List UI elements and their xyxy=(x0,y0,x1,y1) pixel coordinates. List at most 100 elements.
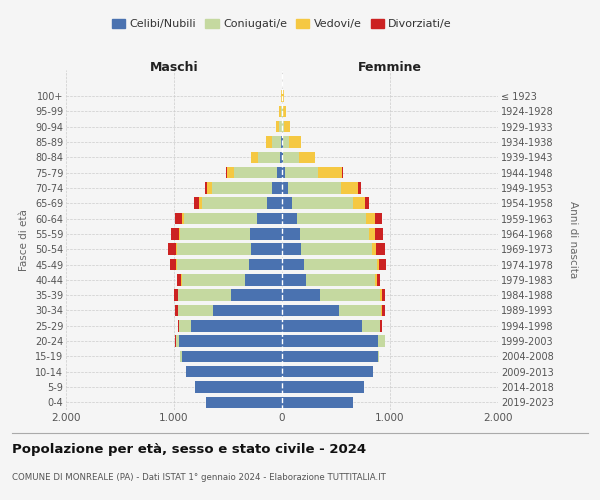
Bar xyxy=(382,304,385,316)
Bar xyxy=(179,228,180,239)
Bar xyxy=(181,274,182,285)
Bar xyxy=(282,274,307,285)
Bar xyxy=(231,290,282,301)
Bar xyxy=(282,396,353,408)
Bar xyxy=(181,350,182,362)
Bar xyxy=(202,198,268,209)
Bar xyxy=(300,228,369,239)
Bar xyxy=(372,244,376,255)
Bar xyxy=(365,198,369,209)
Bar xyxy=(182,213,184,224)
Y-axis label: Fasce di età: Fasce di età xyxy=(19,209,29,271)
Bar xyxy=(171,228,179,239)
Bar xyxy=(282,320,362,332)
Bar xyxy=(206,396,282,408)
Bar xyxy=(378,350,379,362)
Bar xyxy=(380,320,382,332)
Bar xyxy=(168,244,176,255)
Bar xyxy=(282,182,287,194)
Text: Maschi: Maschi xyxy=(149,61,199,74)
Bar xyxy=(284,121,290,132)
Bar xyxy=(251,152,259,163)
Bar xyxy=(378,336,385,347)
Bar xyxy=(282,167,285,178)
Bar xyxy=(182,274,245,285)
Bar xyxy=(272,136,281,147)
Bar xyxy=(282,290,320,301)
Bar xyxy=(301,244,372,255)
Bar xyxy=(178,304,213,316)
Bar xyxy=(176,259,177,270)
Bar xyxy=(283,152,299,163)
Bar xyxy=(266,136,272,147)
Bar xyxy=(177,274,181,285)
Bar xyxy=(339,304,382,316)
Bar xyxy=(282,213,297,224)
Text: Popolazione per età, sesso e stato civile - 2024: Popolazione per età, sesso e stato civil… xyxy=(12,442,366,456)
Bar xyxy=(184,213,257,224)
Bar xyxy=(282,304,339,316)
Bar xyxy=(177,259,248,270)
Bar xyxy=(281,136,282,147)
Bar xyxy=(282,244,301,255)
Bar xyxy=(170,259,176,270)
Bar xyxy=(282,228,300,239)
Bar xyxy=(175,304,178,316)
Bar xyxy=(272,182,282,194)
Bar xyxy=(186,366,282,378)
Bar xyxy=(318,167,342,178)
Bar xyxy=(199,198,202,209)
Bar xyxy=(366,213,374,224)
Bar xyxy=(358,182,361,194)
Bar xyxy=(280,152,282,163)
Bar xyxy=(178,320,179,332)
Bar xyxy=(282,382,364,393)
Bar xyxy=(377,274,380,285)
Bar xyxy=(292,198,353,209)
Bar xyxy=(212,182,272,194)
Bar xyxy=(175,213,182,224)
Bar xyxy=(320,290,380,301)
Bar xyxy=(176,336,179,347)
Bar xyxy=(341,182,358,194)
Bar xyxy=(179,320,191,332)
Bar xyxy=(282,259,304,270)
Bar xyxy=(227,167,234,178)
Bar xyxy=(251,244,282,255)
Bar xyxy=(194,198,199,209)
Bar xyxy=(248,259,282,270)
Bar xyxy=(226,167,227,178)
Bar xyxy=(282,121,284,132)
Bar xyxy=(376,244,385,255)
Bar xyxy=(289,136,301,147)
Text: Femmine: Femmine xyxy=(358,61,422,74)
Bar xyxy=(285,167,318,178)
Bar xyxy=(280,106,281,117)
Bar xyxy=(369,228,375,239)
Bar xyxy=(374,213,382,224)
Bar xyxy=(299,152,315,163)
Text: COMUNE DI MONREALE (PA) - Dati ISTAT 1° gennaio 2024 - Elaborazione TUTTITALIA.I: COMUNE DI MONREALE (PA) - Dati ISTAT 1° … xyxy=(12,472,386,482)
Bar xyxy=(362,320,380,332)
Bar xyxy=(353,198,365,209)
Bar xyxy=(191,320,282,332)
Bar xyxy=(268,198,282,209)
Bar xyxy=(180,228,250,239)
Bar xyxy=(283,106,286,117)
Bar xyxy=(278,121,281,132)
Bar xyxy=(213,304,282,316)
Bar xyxy=(259,152,280,163)
Bar xyxy=(375,228,383,239)
Bar xyxy=(281,106,282,117)
Bar xyxy=(282,152,283,163)
Bar xyxy=(297,213,366,224)
Bar xyxy=(277,167,282,178)
Bar xyxy=(194,382,282,393)
Bar xyxy=(177,244,251,255)
Bar xyxy=(207,182,212,194)
Bar xyxy=(176,244,177,255)
Bar xyxy=(380,290,382,301)
Bar xyxy=(234,167,277,178)
Bar xyxy=(282,336,378,347)
Bar xyxy=(174,290,178,301)
